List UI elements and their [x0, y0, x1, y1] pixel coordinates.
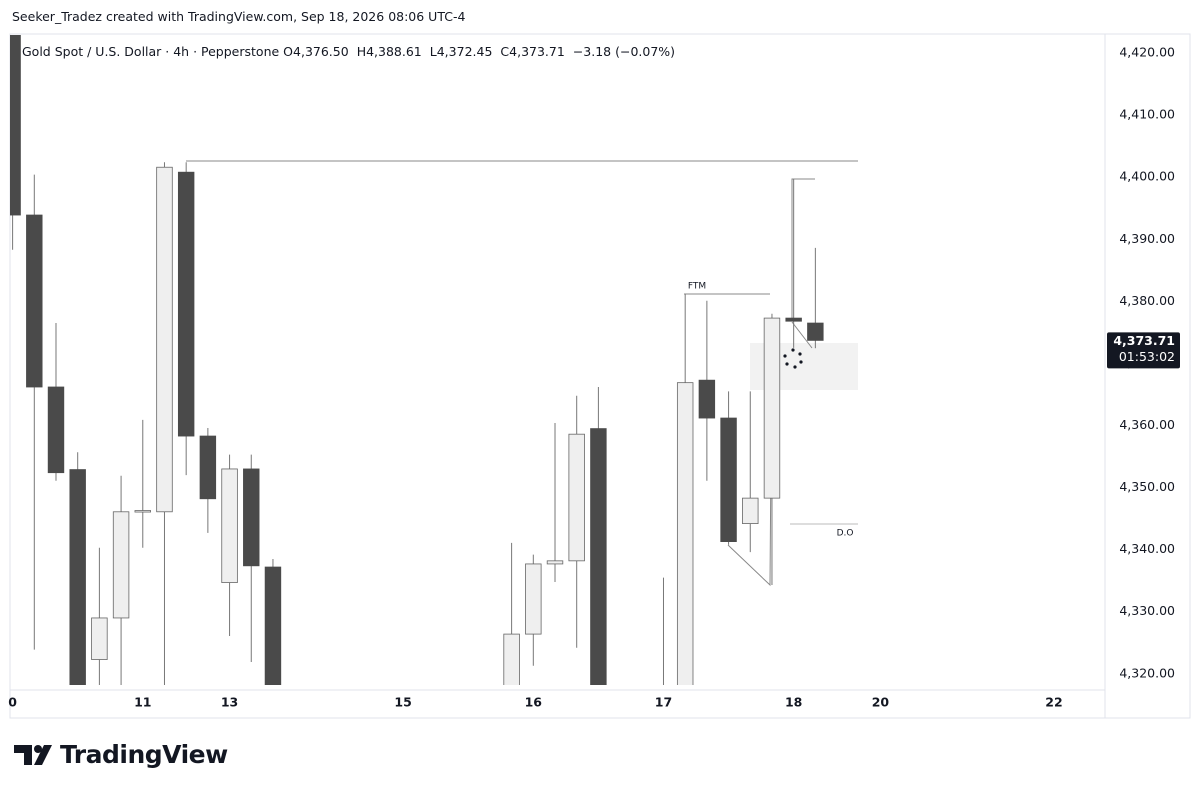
annotation: FTM	[688, 282, 706, 292]
legend-key: H	[356, 44, 367, 59]
legend-key: L	[429, 44, 437, 59]
drawing-line	[791, 178, 815, 318]
x-tick-label: 0	[8, 695, 17, 710]
candle-body	[720, 417, 737, 542]
symbol: Gold Spot / U.S. Dollar · 4h · Peppersto…	[22, 44, 280, 59]
candle-body	[91, 617, 108, 660]
attribution: Seeker_Tradez created with TradingView.c…	[12, 9, 466, 24]
candle-body	[546, 560, 564, 565]
y-tick-label: 4,380.00	[1119, 293, 1175, 308]
legend-value: 4,373.71	[509, 44, 565, 59]
frame	[9, 33, 1191, 719]
x-tick-label: 22	[1045, 695, 1062, 710]
candle-body	[156, 166, 173, 513]
x-tick-label: 11	[134, 695, 151, 710]
y-tick-label: 4,360.00	[1119, 417, 1175, 432]
candle-body	[698, 379, 716, 419]
candle-body	[763, 317, 781, 499]
candle-body	[26, 214, 43, 388]
y-tick-label: 4,390.00	[1119, 231, 1175, 246]
y-tick-label: 4,400.00	[1119, 169, 1175, 184]
last-price-label: 4,373.71	[1113, 333, 1175, 348]
y-tick-label: 4,320.00	[1119, 665, 1175, 680]
candle-body	[503, 633, 520, 685]
y-tick-label: 4,420.00	[1119, 45, 1175, 60]
candle-body	[742, 497, 759, 524]
x-tick-label: 16	[525, 695, 543, 710]
x-tick-label: 17	[655, 695, 672, 710]
candle-body	[47, 386, 65, 474]
candle-body	[10, 35, 21, 216]
legend-value: 4,372.45	[436, 44, 493, 59]
candle-body	[590, 428, 607, 685]
x-tick-label: 13	[221, 695, 238, 710]
countdown: 01:53:02	[1119, 349, 1175, 364]
candle-body	[568, 433, 585, 562]
candle-body	[69, 469, 86, 685]
candle-body	[525, 563, 542, 635]
legend-value: 4,376.50	[293, 44, 349, 59]
legend-key: O	[283, 44, 294, 59]
legend-key: C	[500, 44, 510, 59]
candle-body	[243, 468, 260, 567]
tv-logo	[14, 745, 52, 765]
y-tick-label: 4,350.00	[1119, 479, 1175, 494]
candle-body	[785, 317, 802, 322]
candle-body	[807, 322, 824, 341]
x-tick-label: 20	[872, 695, 890, 710]
loading-indicator	[783, 348, 803, 369]
plot	[10, 35, 858, 767]
y-tick-label: 4,330.00	[1119, 603, 1175, 618]
candle-body	[221, 468, 238, 583]
candle-body	[264, 566, 282, 685]
annotation: D.O	[837, 529, 854, 539]
candle-body	[177, 171, 195, 437]
legend-change: −3.18 (−0.07%)	[572, 44, 676, 59]
drawing-line	[791, 321, 813, 349]
legend-value: 4,388.61	[366, 44, 422, 59]
x-tick-label: 15	[394, 695, 411, 710]
candle-body	[199, 435, 217, 500]
candle-body	[676, 382, 694, 685]
x-tick-label: 18	[785, 695, 802, 710]
candle-body	[134, 510, 151, 513]
last-price-box	[1107, 332, 1180, 369]
y-tick-label: 4,340.00	[1119, 541, 1175, 556]
candle-body	[112, 511, 130, 619]
y-tick-label: 4,410.00	[1119, 107, 1175, 122]
candle-body	[656, 736, 672, 767]
legend: Gold Spot / U.S. Dollar · 4h · Peppersto…	[22, 44, 675, 59]
brand: TradingView	[60, 740, 228, 769]
